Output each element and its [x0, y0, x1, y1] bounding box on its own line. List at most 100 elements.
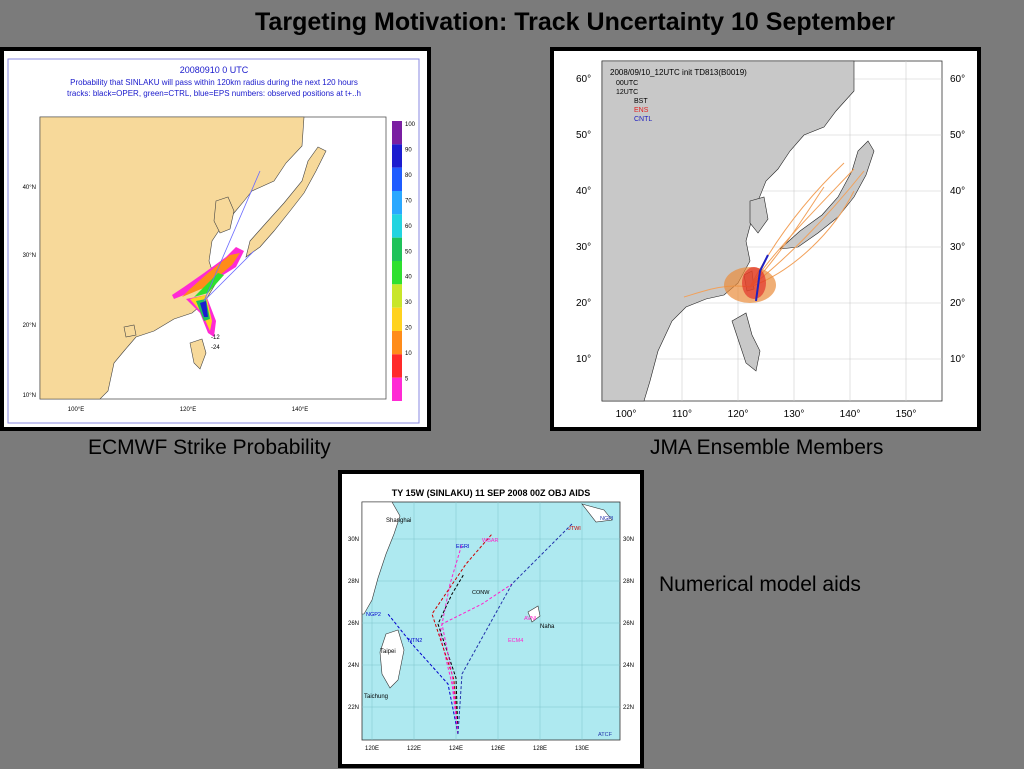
luzon [189, 338, 207, 370]
lon-label: 120°E [180, 407, 196, 413]
probability-colorbar: 100 90 80 70 60 50 40 30 20 10 5 [392, 121, 416, 401]
japan [779, 140, 875, 250]
ecmwf-tracks-line: tracks: black=OPER, green=CTRL, blue=EPS… [67, 89, 361, 98]
model-label: ECM4 [508, 638, 523, 644]
philippines [731, 312, 761, 372]
lat-label: 20°N [23, 323, 36, 329]
korea [749, 196, 769, 234]
lon-label: 120E [365, 746, 379, 752]
jma-legend: 00UTC 12UTC BST ENS CNTL [616, 80, 652, 123]
lat-label-right: 26N [623, 621, 634, 627]
model-label: NTN2 [408, 638, 422, 644]
model-label: NGP2 [366, 612, 381, 618]
lat-label-right: 30N [623, 537, 634, 543]
taiwan-island [379, 629, 405, 689]
lat-label: 40°N [23, 185, 36, 191]
colorbar-label: 5 [405, 377, 409, 383]
colorbar-segment [392, 377, 402, 401]
ensemble-track [203, 250, 255, 302]
legend-ens: ENS [634, 107, 649, 114]
lat-label: 20° [576, 298, 591, 309]
colorbar-segment [392, 284, 402, 308]
lon-label: 126E [491, 746, 505, 752]
lat-label: 40° [576, 186, 591, 197]
colorbar-segment [392, 191, 402, 215]
china-coast [361, 501, 401, 615]
place-taipei: Taipei [380, 649, 396, 655]
lat-label: 30N [348, 537, 359, 543]
colorbar-label: 40 [405, 275, 412, 281]
ecmwf-date-line: 20080910 0 UTC [180, 65, 249, 75]
kyushu [581, 503, 613, 523]
ensemble-track [203, 170, 261, 302]
place-shanghai: Shanghai [386, 518, 411, 524]
japan [245, 146, 327, 258]
lat-label-right: 24N [623, 663, 634, 669]
model-label: WBAR [482, 538, 499, 544]
legend-bst: BST [634, 98, 648, 105]
lat-label: 24N [348, 663, 359, 669]
lon-label: 110° [672, 409, 692, 420]
colorbar-segment [392, 307, 402, 331]
colorbar-label: 30 [405, 300, 412, 306]
jma-ensemble-map: 2008/09/10_12UTC init TD813(B0019) 00UTC… [550, 47, 981, 431]
slide-title: Targeting Motivation: Track Uncertainty … [255, 8, 895, 36]
lat-label: 28N [348, 579, 359, 585]
ecmwf-map-figure: 20080910 0 UTC Probability that SINLAKU … [7, 58, 420, 424]
lon-label: 140°E [292, 407, 308, 413]
colorbar-label: 90 [405, 147, 412, 153]
colorbar-segment [392, 167, 402, 191]
ecmwf-caption: ECMWF Strike Probability [88, 436, 331, 459]
lon-label: 140° [840, 409, 861, 420]
lat-label: 26N [348, 621, 359, 627]
colorbar-segment [392, 237, 402, 261]
place-taichung: Taichung [364, 694, 388, 700]
strike-probability-swath [172, 247, 244, 337]
lon-label: 130° [784, 409, 805, 420]
lat-label-right: 30° [950, 242, 965, 253]
lat-label: 50° [576, 130, 591, 141]
aids-graticule [362, 502, 620, 740]
okinawa [527, 605, 541, 623]
lat-label: 22N [348, 705, 359, 711]
colorbar-segment [392, 121, 402, 145]
lat-label-right: 20° [950, 298, 965, 309]
lon-label: 124E [449, 746, 463, 752]
lon-label: 122E [407, 746, 421, 752]
lat-label-right: 60° [950, 74, 965, 85]
ecmwf-strike-probability-map: 20080910 0 UTC Probability that SINLAKU … [0, 47, 431, 431]
objective-aids-map: TY 15W (SINLAKU) 11 SEP 2008 00Z OBJ AID… [338, 470, 644, 768]
legend-cntl: CNTL [634, 116, 652, 123]
colorbar-label: 10 [405, 351, 412, 357]
lat-label: 10°N [23, 393, 36, 399]
model-label: ATCF [598, 732, 613, 738]
model-label: EGRI [456, 544, 470, 550]
lon-label: 130E [575, 746, 589, 752]
colorbar-segment [392, 261, 402, 285]
colorbar-segment [392, 214, 402, 238]
colorbar-label: 80 [405, 173, 412, 179]
aids-place-labels: Shanghai Naha Taipei Taichung [364, 518, 555, 700]
model-label: JTWI [568, 526, 581, 532]
ecmwf-description-line: Probability that SINLAKU will pass withi… [70, 78, 358, 87]
lat-label: 60° [576, 74, 591, 85]
colorbar-segment [392, 354, 402, 378]
lat-label-right: 22N [623, 705, 634, 711]
lat-label-right: 28N [623, 579, 634, 585]
place-naha: Naha [540, 624, 555, 630]
colorbar-label: 50 [405, 249, 412, 255]
aids-caption: Numerical model aids [659, 573, 861, 596]
colorbar-label: 20 [405, 326, 412, 332]
model-label: CONW [472, 590, 490, 596]
korea [213, 196, 235, 234]
ensemble-cluster [724, 254, 776, 303]
lon-label: 150° [896, 409, 917, 420]
jma-map-figure: 2008/09/10_12UTC init TD813(B0019) 00UTC… [554, 51, 977, 427]
lat-label-right: 10° [950, 354, 965, 365]
lat-label-right: 50° [950, 130, 965, 141]
lon-label: 120° [728, 409, 749, 420]
lat-label: 30° [576, 242, 591, 253]
model-label: NGPI [600, 516, 614, 522]
aids-model-labels: JTWI NGPI EGRI WBAR CONW NGP2 ECM4 NTN2 … [366, 516, 614, 738]
asia-landmass [601, 60, 855, 402]
